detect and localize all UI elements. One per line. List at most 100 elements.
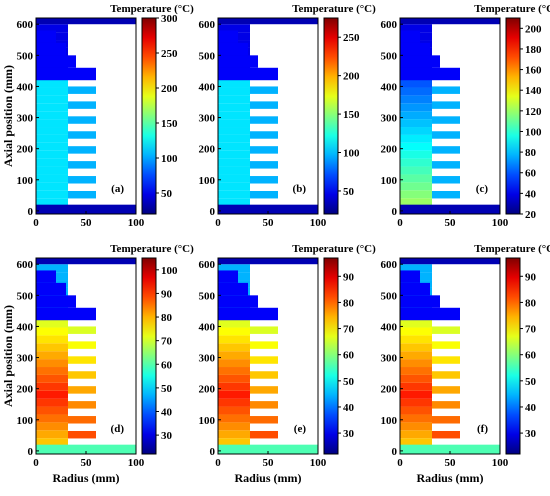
y-tick-label: 600 xyxy=(381,19,398,31)
core-band xyxy=(400,414,432,422)
core-band xyxy=(400,407,432,415)
colorbar xyxy=(324,258,338,454)
core-band xyxy=(36,190,68,198)
colorbar xyxy=(142,258,156,454)
core-band xyxy=(36,167,68,175)
x-tick-label: 0 xyxy=(215,217,221,229)
core-band xyxy=(218,174,250,182)
core-band xyxy=(36,159,68,167)
core-band xyxy=(400,182,432,190)
y-tick-label: 500 xyxy=(17,290,34,302)
y-tick-label: 300 xyxy=(381,113,398,125)
x-tick-label: 100 xyxy=(128,217,145,229)
core-band xyxy=(218,383,250,391)
colorbar-tick-label: 150 xyxy=(161,118,178,130)
colorbar-tick-label: 80 xyxy=(343,297,355,309)
panel-label: (c) xyxy=(476,183,489,195)
core-band xyxy=(36,422,68,430)
y-tick-label: 600 xyxy=(199,259,216,271)
core-band xyxy=(400,151,432,159)
y-tick-label: 500 xyxy=(381,290,398,302)
top-step xyxy=(218,68,278,80)
core-band xyxy=(36,95,68,103)
core-band xyxy=(36,407,68,415)
fin xyxy=(68,386,96,393)
fin xyxy=(68,191,96,198)
x-tick-label: 100 xyxy=(310,457,327,469)
top-step xyxy=(218,270,238,282)
fin xyxy=(250,326,278,333)
x-tick-label: 100 xyxy=(492,217,509,229)
top-step xyxy=(218,308,278,320)
top-plate xyxy=(218,258,318,264)
core-band xyxy=(36,87,68,95)
y-tick-label: 300 xyxy=(17,353,34,365)
core-band xyxy=(36,335,68,343)
top-step xyxy=(36,43,66,55)
colorbar-tick-label: 50 xyxy=(161,188,173,200)
core-band xyxy=(218,414,250,422)
core-band xyxy=(218,135,250,143)
y-tick-label: 400 xyxy=(17,321,34,333)
colorbar-tick-label: 90 xyxy=(525,271,537,283)
core-band xyxy=(400,95,432,103)
x-tick-label: 50 xyxy=(263,457,275,469)
fin xyxy=(432,326,460,333)
colorbar-title: Temperature (°C) xyxy=(110,3,194,15)
colorbar xyxy=(506,18,520,214)
fin xyxy=(250,191,278,198)
colorbar-title: Temperature (°C) xyxy=(474,3,550,15)
fin xyxy=(250,356,278,363)
top-step xyxy=(400,295,440,307)
fin xyxy=(68,401,96,408)
fin xyxy=(432,191,460,198)
fin xyxy=(432,416,460,423)
x-tick-label: 50 xyxy=(81,457,93,469)
core-band xyxy=(218,182,250,190)
core-band xyxy=(218,320,250,328)
core-band xyxy=(218,159,250,167)
fin xyxy=(68,86,96,93)
colorbar-title: Temperature (°C) xyxy=(474,243,550,255)
y-tick-label: 300 xyxy=(199,113,216,125)
core-band xyxy=(218,143,250,151)
x-tick-label: 0 xyxy=(33,457,39,469)
fin xyxy=(250,131,278,138)
fin xyxy=(432,161,460,168)
fin xyxy=(432,341,460,348)
panel-label: (e) xyxy=(294,423,307,435)
core-band xyxy=(400,335,432,343)
core-band xyxy=(400,383,432,391)
fin xyxy=(250,401,278,408)
y-tick-label: 200 xyxy=(199,384,216,396)
top-step xyxy=(218,55,258,67)
y-tick-label: 500 xyxy=(199,290,216,302)
colorbar-tick-label: 50 xyxy=(343,186,355,198)
panel-label: (d) xyxy=(111,423,125,435)
top-plate xyxy=(36,258,136,264)
top-step xyxy=(400,270,420,282)
colorbar-tick-label: 50 xyxy=(343,376,355,388)
core-band xyxy=(218,335,250,343)
fin xyxy=(68,116,96,123)
core-band xyxy=(400,127,432,135)
fin xyxy=(250,341,278,348)
core-band xyxy=(218,190,250,198)
fin xyxy=(432,431,460,438)
top-step xyxy=(400,283,430,295)
fin xyxy=(250,386,278,393)
colorbar-tick-label: 40 xyxy=(525,402,537,414)
top-step xyxy=(36,295,76,307)
y-tick-label: 300 xyxy=(199,353,216,365)
colorbar-tick-label: 80 xyxy=(525,297,537,309)
fin xyxy=(250,176,278,183)
fin xyxy=(432,86,460,93)
core-band xyxy=(36,111,68,119)
core-band xyxy=(400,143,432,151)
y-tick-label: 100 xyxy=(381,415,398,427)
top-step xyxy=(218,43,248,55)
colorbar-tick-label: 250 xyxy=(161,48,178,60)
core-band xyxy=(400,159,432,167)
